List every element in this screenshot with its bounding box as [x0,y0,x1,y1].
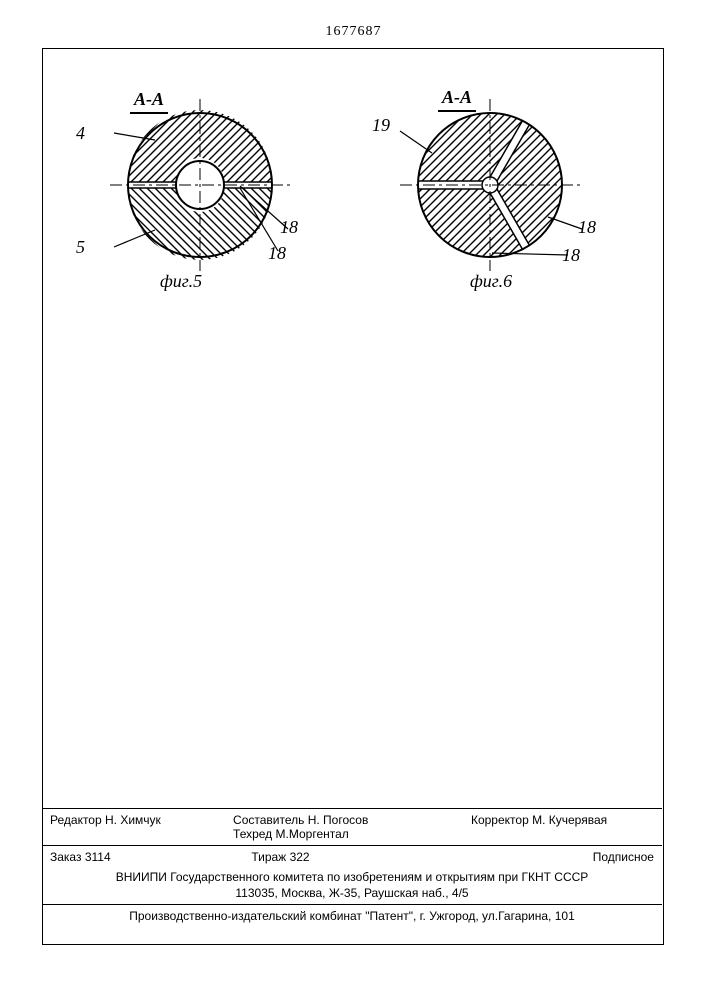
compiler-label: Составитель [233,813,304,827]
caption-6: фиг.6 [470,271,512,292]
corrector-name: М. Кучерявая [532,813,607,827]
callout-18a: 18 [280,217,298,238]
printer-line: Производственно-издательский комбинат "П… [42,905,662,927]
section-label-6: А-А [438,87,476,112]
editor-name: Н. Химчук [105,813,161,827]
techred-name: М.Моргентал [276,827,349,841]
order-no: 3114 [85,850,111,864]
order-label: Заказ [50,850,81,864]
podpisnoe: Подписное [453,850,654,864]
tirazh-no: 322 [290,850,310,864]
callout-4: 4 [76,123,85,144]
org-line: ВНИИПИ Государственного комитета по изоб… [42,868,662,886]
editor-label: Редактор [50,813,102,827]
corrector-cell: Корректор М. Кучерявая [471,813,654,841]
center-credits: Составитель Н. Погосов Техред М.Моргента… [233,813,471,841]
figure-6: А-А [380,95,600,300]
editor-cell: Редактор Н. Химчук [50,813,233,841]
compiler-name: Н. Погосов [308,813,369,827]
caption-5: фиг.5 [160,271,202,292]
callout-19: 19 [372,115,390,136]
footer: Редактор Н. Химчук Составитель Н. Погосо… [42,808,662,927]
section-label-5: А-А [130,89,168,114]
document-number: 1677687 [0,24,707,40]
address-line: 113035, Москва, Ж-35, Раушская наб., 4/5 [42,886,662,904]
callout-5: 5 [76,237,85,258]
figures-region: А-А [60,95,620,335]
callout-18a-6: 18 [578,217,596,238]
order-cell: Заказ 3114 [50,850,251,864]
figure-5-svg [90,95,310,295]
callout-18b: 18 [268,243,286,264]
tirazh-cell: Тираж 322 [251,850,452,864]
figure-5: А-А [90,95,310,300]
techred-label: Техред [233,827,272,841]
tirazh-label: Тираж [251,850,286,864]
corrector-label: Корректор [471,813,529,827]
callout-18b-6: 18 [562,245,580,266]
